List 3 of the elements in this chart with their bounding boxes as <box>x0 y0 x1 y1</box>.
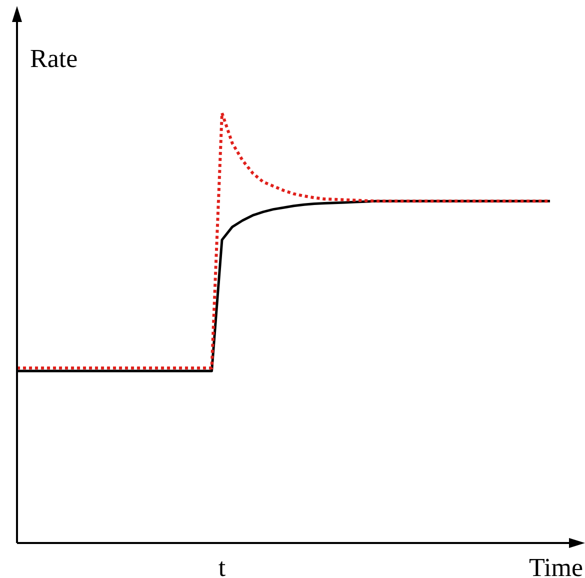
text: t <box>218 553 226 578</box>
y-axis-title: Rate <box>30 44 78 73</box>
x-axis-title: Time <box>529 553 583 578</box>
